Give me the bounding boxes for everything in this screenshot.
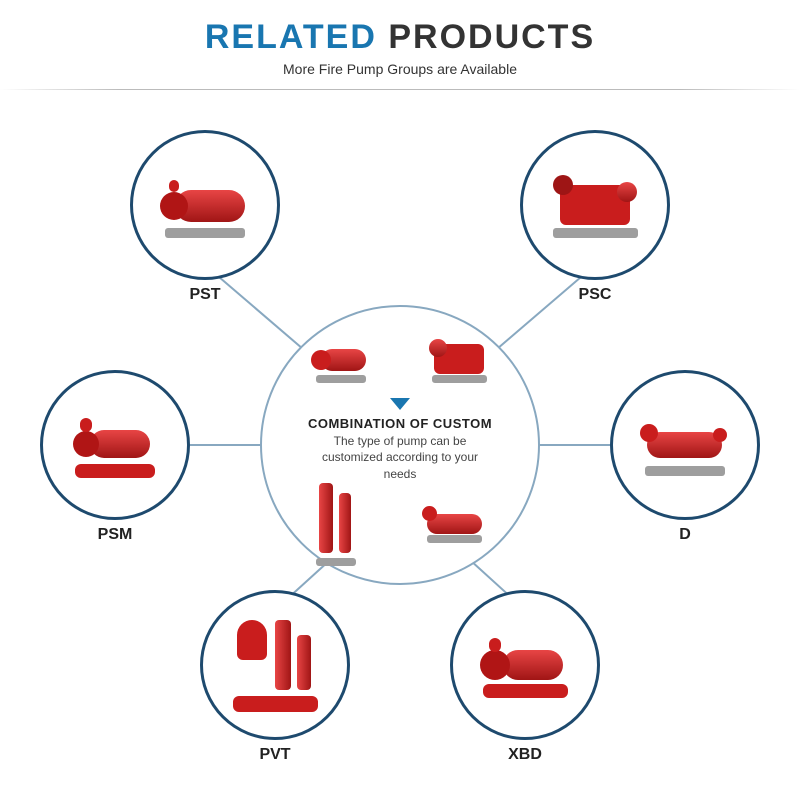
title-accent: RELATED [205,18,377,56]
node-label: PST [189,286,220,304]
center-circle: COMBINATION OF CUSTOM The type of pump c… [260,305,540,585]
node-label: PSM [98,526,133,544]
diagram: COMBINATION OF CUSTOM The type of pump c… [0,110,800,800]
mini-pump-icon [424,334,494,389]
mini-pump-icon [306,334,376,389]
node-label: PSC [579,286,612,304]
page-title: RELATED PRODUCTS [0,18,800,57]
node-label: D [679,526,691,544]
node-circle [520,130,670,280]
node-circle [200,590,350,740]
node-xbd[interactable]: XBD [450,590,600,764]
center-icons-top [282,327,518,396]
node-pst[interactable]: PST [130,130,280,304]
pump-icon [475,630,575,700]
mini-vert-pump-icon [311,478,361,568]
pump-icon [225,610,325,720]
node-circle [610,370,760,520]
pump-icon [635,410,735,480]
node-psm[interactable]: PSM [40,370,190,544]
node-circle [450,590,600,740]
center-title: COMBINATION OF CUSTOM [308,416,492,431]
title-rest: PRODUCTS [388,18,595,56]
node-d[interactable]: D [610,370,760,544]
header: RELATED PRODUCTS More Fire Pump Groups a… [0,0,800,90]
node-label: PVT [259,746,290,764]
divider [0,89,800,90]
mini-pump-icon [419,496,489,551]
pump-icon [65,410,165,480]
node-psc[interactable]: PSC [520,130,670,304]
node-circle [40,370,190,520]
pump-icon [545,170,645,240]
node-pvt[interactable]: PVT [200,590,350,764]
subtitle: More Fire Pump Groups are Available [0,61,800,77]
center-icons-bottom [282,483,518,563]
node-label: XBD [508,746,542,764]
center-text: The type of pump can be customized accor… [310,433,490,483]
node-circle [130,130,280,280]
pump-icon [155,170,255,240]
arrow-down-icon [390,398,410,410]
